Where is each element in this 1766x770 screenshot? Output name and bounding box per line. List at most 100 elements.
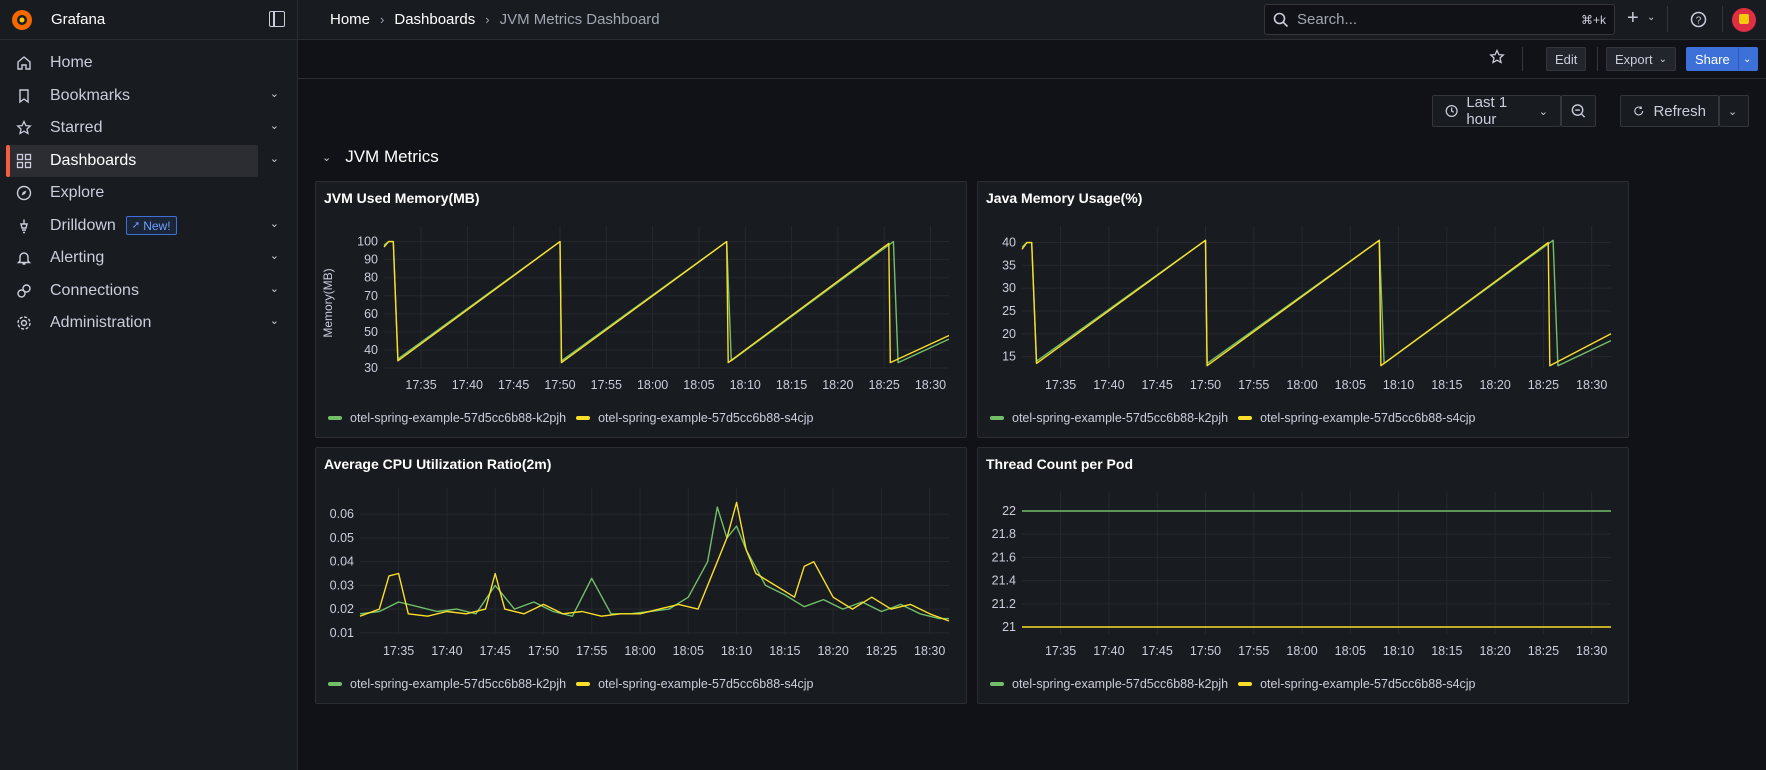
- chevron-down-icon[interactable]: ⌄: [269, 87, 279, 100]
- x-tick-label: 17:55: [1238, 644, 1269, 658]
- x-tick-label: 18:10: [1383, 644, 1414, 658]
- x-tick-label: 17:35: [405, 378, 436, 392]
- sidebar-item-alerting[interactable]: Alerting ⌄: [6, 242, 279, 274]
- sidebar-item-label: Explore: [50, 184, 105, 201]
- legend-label: otel-spring-example-57d5cc6b88-s4cjp: [1260, 677, 1476, 691]
- series-line[interactable]: [1021, 239, 1612, 367]
- x-tick-label: 17:50: [544, 378, 575, 392]
- x-tick-label: 18:05: [1335, 378, 1366, 392]
- sidebar-item-home[interactable]: Home: [6, 47, 258, 79]
- chevron-down-icon[interactable]: ⌄: [269, 315, 279, 327]
- sidebar-item-dashboards[interactable]: Dashboards ⌄: [6, 144, 279, 177]
- legend-item[interactable]: otel-spring-example-57d5cc6b88-k2pjh: [328, 411, 566, 425]
- edit-button[interactable]: Edit: [1546, 47, 1587, 71]
- x-tick-label: 17:55: [576, 644, 607, 658]
- legend-item[interactable]: otel-spring-example-57d5cc6b88-k2pjh: [328, 677, 566, 691]
- series-line[interactable]: [359, 506, 949, 620]
- app-name: Grafana: [51, 11, 106, 28]
- bell-icon: [16, 252, 32, 265]
- x-tick-label: 18:30: [1576, 378, 1607, 392]
- breadcrumb-home[interactable]: Home: [330, 11, 371, 28]
- sidebar-item-connections[interactable]: Connections ⌄: [6, 275, 279, 307]
- drilldown-icon: [20, 219, 28, 233]
- sidebar-item-label: Starred: [50, 119, 103, 136]
- chevron-down-icon[interactable]: ⌄: [269, 217, 279, 230]
- search-placeholder: Search...: [1297, 11, 1358, 28]
- series-line[interactable]: [383, 240, 950, 364]
- x-tick-label: 18:00: [637, 378, 668, 392]
- x-tick-label: 18:00: [1286, 644, 1317, 658]
- sidebar-item-drilldown[interactable]: Drilldown ➚ New! ⌄: [6, 210, 279, 242]
- panel-thread-count[interactable]: 17:35 17:40 17:45 17:50 17:55 18:00 18:05 18:10…: [977, 447, 1629, 704]
- legend-item[interactable]: otel-spring-example-57d5cc6b88-s4cjp: [1238, 677, 1476, 691]
- time-range-button[interactable]: Last 1 hour ⌄: [1432, 94, 1561, 128]
- sidebar-item-explore[interactable]: Explore: [6, 177, 258, 209]
- star-icon[interactable]: [1489, 49, 1505, 65]
- sidebar-item-bookmarks[interactable]: Bookmarks ⌄: [6, 80, 279, 112]
- plus-icon[interactable]: +: [1627, 7, 1639, 29]
- legend-swatch: [990, 416, 1004, 420]
- chart-svg: 17:35 17:40 17:45 17:50 17:55 18:00 18:05 18:10…: [1002, 226, 1612, 392]
- breadcrumb-dashboards[interactable]: Dashboards: [394, 11, 476, 28]
- y-tick-label: 21.2: [992, 597, 1016, 611]
- chart-legend: otel-spring-example-57d5cc6b88-k2pjh otel…: [990, 411, 1486, 425]
- sidebar-item-label: Bookmarks: [50, 86, 131, 104]
- x-tick-label: 18:15: [1431, 378, 1462, 392]
- chevron-right-icon: ›: [485, 12, 490, 27]
- home-icon: [17, 56, 31, 70]
- share-button[interactable]: Share: [1686, 47, 1739, 71]
- x-tick-label: 18:10: [721, 644, 752, 658]
- avatar[interactable]: [1732, 8, 1756, 32]
- export-button[interactable]: Export ⌄: [1606, 47, 1676, 71]
- zoom-out-button[interactable]: [1561, 95, 1596, 127]
- chevron-down-icon[interactable]: ⌄: [1647, 12, 1656, 23]
- compass-icon: [16, 185, 32, 201]
- link-icon: [17, 283, 31, 298]
- legend-item[interactable]: otel-spring-example-57d5cc6b88-s4cjp: [576, 677, 814, 691]
- legend-item[interactable]: otel-spring-example-57d5cc6b88-k2pjh: [990, 677, 1228, 691]
- row-title: JVM Metrics: [345, 147, 439, 166]
- series-line[interactable]: [1021, 239, 1612, 367]
- x-tick-label: 18:30: [914, 644, 945, 658]
- y-tick-label: 0.02: [330, 602, 354, 616]
- x-tick-label: 17:50: [1190, 644, 1221, 658]
- share-menu-button[interactable]: ⌄: [1738, 47, 1758, 71]
- panel-title: Java Memory Usage(%): [986, 190, 1143, 206]
- y-tick-label: 90: [364, 253, 378, 267]
- panel-java-memory-usage[interactable]: 17:35 17:40 17:45 17:50 17:55 18:00 18:05 18:10…: [977, 181, 1629, 438]
- dock-menu-icon[interactable]: [269, 10, 285, 27]
- chevron-down-icon[interactable]: ⌄: [269, 152, 279, 165]
- x-tick-label: 17:50: [1190, 378, 1221, 392]
- chevron-down-icon[interactable]: ⌄: [269, 250, 279, 262]
- chevron-down-icon: ⌄: [322, 151, 332, 164]
- refresh-interval-button[interactable]: ⌄: [1719, 95, 1749, 127]
- y-tick-label: 35: [1002, 258, 1016, 272]
- x-tick-label: 17:35: [1045, 644, 1076, 658]
- chevron-down-icon: ⌄: [1658, 53, 1667, 65]
- panel-cpu-utilization[interactable]: 17:35 17:40 17:45 17:50 17:55 18:00 18:05 18:10…: [315, 447, 967, 704]
- grafana-logo-icon[interactable]: [10, 8, 34, 32]
- badge-label: New!: [143, 218, 171, 233]
- legend-item[interactable]: otel-spring-example-57d5cc6b88-k2pjh: [990, 411, 1228, 425]
- row-jvm-metrics[interactable]: ⌄ JVM Metrics: [322, 147, 439, 167]
- refresh-button[interactable]: Refresh: [1620, 95, 1719, 127]
- x-tick-label: 18:25: [1528, 644, 1559, 658]
- panel-jvm-used-memory[interactable]: 17:35 17:40 17:45 17:50 17:55 18:00 18:05 18:10…: [315, 181, 967, 438]
- x-tick-label: 17:40: [431, 644, 462, 658]
- search-input[interactable]: Search... ⌘+k: [1264, 4, 1615, 35]
- chevron-down-icon[interactable]: ⌄: [269, 120, 279, 132]
- legend-item[interactable]: otel-spring-example-57d5cc6b88-s4cjp: [576, 411, 814, 425]
- legend-label: otel-spring-example-57d5cc6b88-k2pjh: [350, 677, 567, 691]
- help-icon[interactable]: ?: [1690, 11, 1707, 28]
- legend-label: otel-spring-example-57d5cc6b88-s4cjp: [598, 411, 814, 425]
- legend-item[interactable]: otel-spring-example-57d5cc6b88-s4cjp: [1238, 411, 1476, 425]
- y-tick-label: 80: [364, 271, 378, 285]
- time-range-label: Last 1 hour: [1466, 94, 1508, 128]
- apps-icon: [16, 153, 32, 168]
- y-tick-label: 0.01: [330, 626, 354, 640]
- sidebar-item-starred[interactable]: Starred ⌄: [6, 112, 279, 144]
- divider: [1597, 47, 1598, 71]
- series-line[interactable]: [359, 501, 950, 622]
- chevron-down-icon[interactable]: ⌄: [269, 282, 279, 295]
- sidebar-item-administration[interactable]: Administration ⌄: [6, 307, 279, 339]
